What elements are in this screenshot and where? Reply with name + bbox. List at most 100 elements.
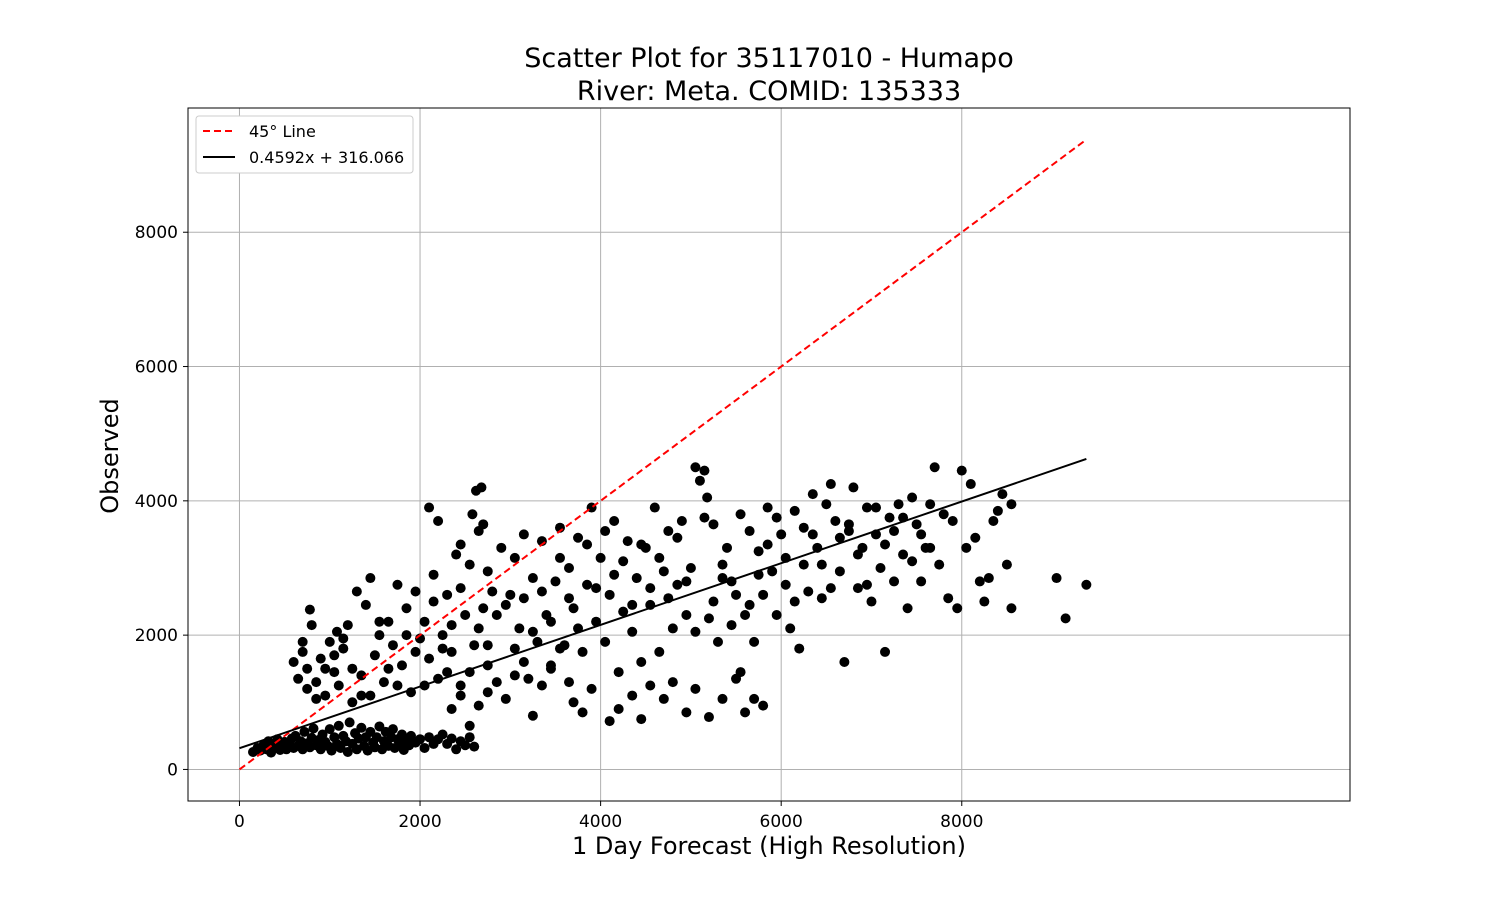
data-point [428,596,439,607]
data-point [618,556,629,567]
data-point [889,576,900,587]
y-axis-ticks: 0 2000 4000 6000 8000 [135,223,188,780]
data-point [600,636,611,647]
data-point [604,589,615,600]
data-point [762,502,773,513]
data-point [708,519,719,530]
data-point [437,643,448,654]
data-point [992,505,1003,516]
data-points [248,462,1092,758]
data-point [627,599,638,610]
data-point [965,479,976,490]
data-point [834,532,845,543]
data-point [880,539,891,550]
data-point [988,515,999,526]
data-point [455,680,466,691]
data-point [311,693,322,704]
plot-frame [187,107,1351,802]
x-tick-label: 2000 [398,812,441,832]
data-point [424,653,435,664]
data-point [907,556,918,567]
x-axis-ticks: 0 2000 4000 6000 8000 [234,801,983,832]
data-point [320,663,331,674]
legend-label-fit: 0.4592x + 316.066 [249,148,404,167]
data-point [1001,559,1012,570]
data-point [740,707,751,718]
data-point [997,489,1008,500]
data-point [374,630,385,641]
data-point [807,489,818,500]
data-point [455,690,466,701]
data-point [518,656,529,667]
data-point [564,562,575,573]
data-point [433,515,444,526]
legend-box [195,115,414,174]
data-point [383,663,394,674]
data-point [595,552,606,563]
data-point [482,566,493,577]
data-point [329,667,340,678]
data-point [636,539,647,550]
data-point [893,499,904,510]
grid-lines [188,108,1350,801]
data-point [496,542,507,553]
data-point [509,552,520,563]
data-point [767,566,778,577]
data-point [351,586,362,597]
data-point [609,515,620,526]
data-point [663,526,674,537]
data-point [798,559,809,570]
data-point [347,697,358,708]
data-point [866,596,877,607]
data-point [848,482,859,493]
data-point [591,583,602,594]
data-point [758,700,769,711]
data-point [491,677,502,688]
data-point [464,559,475,570]
data-point [365,690,376,701]
data-point [731,673,742,684]
data-point [816,593,827,604]
data-point [306,620,317,631]
data-point [938,509,949,520]
data-point [702,492,713,503]
data-point [329,650,340,661]
data-point [460,740,471,751]
data-point [582,579,593,590]
data-point [681,707,692,718]
data-point [536,680,547,691]
data-point [627,626,638,637]
data-point [1060,613,1071,624]
data-point [929,462,940,473]
fit-line [239,458,1087,750]
data-point [545,616,556,627]
data-point [527,710,538,721]
data-point [338,643,349,654]
y-tick-label: 4000 [135,492,178,512]
data-point [478,519,489,530]
data-point [717,559,728,570]
data-point [365,573,376,584]
data-point [925,542,936,553]
chart-title-line2: River: Meta. COMID: 135333 [577,76,961,107]
data-point [943,593,954,604]
x-tick-label: 8000 [940,812,983,832]
y-tick-label: 8000 [135,223,178,243]
data-point [789,505,800,516]
data-point [744,526,755,537]
data-point [577,707,588,718]
data-point [378,677,389,688]
data-point [419,616,430,627]
data-point [536,586,547,597]
data-point [654,646,665,657]
data-point [618,606,629,617]
data-point [916,576,927,587]
data-point [681,609,692,620]
data-point [916,529,927,540]
data-point [577,646,588,657]
data-point [401,630,412,641]
data-point [749,636,760,647]
data-point [947,515,958,526]
data-point [387,640,398,651]
data-point [455,539,466,550]
